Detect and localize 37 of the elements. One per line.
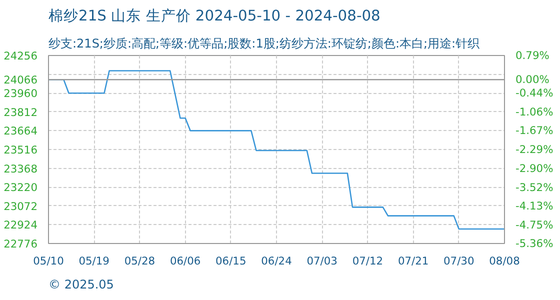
y-tick-label: 23664 xyxy=(4,124,38,138)
x-tick-label: 05/10 xyxy=(33,254,64,268)
y2-tick-label: -1.06% xyxy=(516,106,554,119)
y-tick-label: 23812 xyxy=(4,106,38,119)
y-tick-label: 24256 xyxy=(4,50,38,62)
y2-tick-label: 0.79% xyxy=(516,49,550,62)
y2-tick-label: -1.67% xyxy=(516,124,554,138)
x-tick-label: 07/30 xyxy=(444,254,474,268)
y2-tick-label: -4.13% xyxy=(516,199,554,212)
y-tick-label: 24066 xyxy=(4,74,38,87)
x-tick-label: 08/08 xyxy=(489,254,520,268)
y-tick-label: 22776 xyxy=(4,238,38,250)
x-tick-label: 07/03 xyxy=(306,254,338,268)
chart-subtitle: 纱支:21S;纱质:高配;等级:优等品;股数:1股;纺纱方法:环锭纺;颜色:本白;用途:针织 xyxy=(48,36,480,50)
y2-tick-label: -2.29% xyxy=(516,143,554,156)
x-tick-label: 06/15 xyxy=(216,254,246,268)
line-series xyxy=(48,70,504,230)
y2-tick-label: 0.00% xyxy=(516,73,550,86)
y2-tick-label: -4.75% xyxy=(516,218,554,232)
y-tick-label: 23368 xyxy=(4,162,38,176)
x-tick-label: 05/28 xyxy=(124,254,156,268)
x-tick-label: 07/12 xyxy=(352,254,384,268)
y2-tick-label: -3.52% xyxy=(516,180,554,194)
x-tick-label: 06/24 xyxy=(261,254,292,268)
text: © 2025.05 xyxy=(48,278,114,292)
y-tick-label: 23220 xyxy=(4,181,38,194)
y2-tick-label: -0.44% xyxy=(516,86,554,100)
y2-tick-label: -2.90% xyxy=(516,162,554,175)
y-tick-label: 23516 xyxy=(4,144,38,156)
chart-title: 棉纱21S 山东 生产价 2024-05-10 - 2024-08-08 xyxy=(48,8,380,24)
y-tick-label: 23960 xyxy=(4,87,38,100)
y2-tick-label: -5.36% xyxy=(516,237,554,250)
x-tick-label: 06/06 xyxy=(170,254,201,268)
y-tick-label: 23072 xyxy=(4,200,38,213)
x-tick-label: 05/19 xyxy=(78,254,110,268)
x-tick-label: 07/21 xyxy=(398,254,429,268)
y-tick-label: 22924 xyxy=(4,218,38,232)
